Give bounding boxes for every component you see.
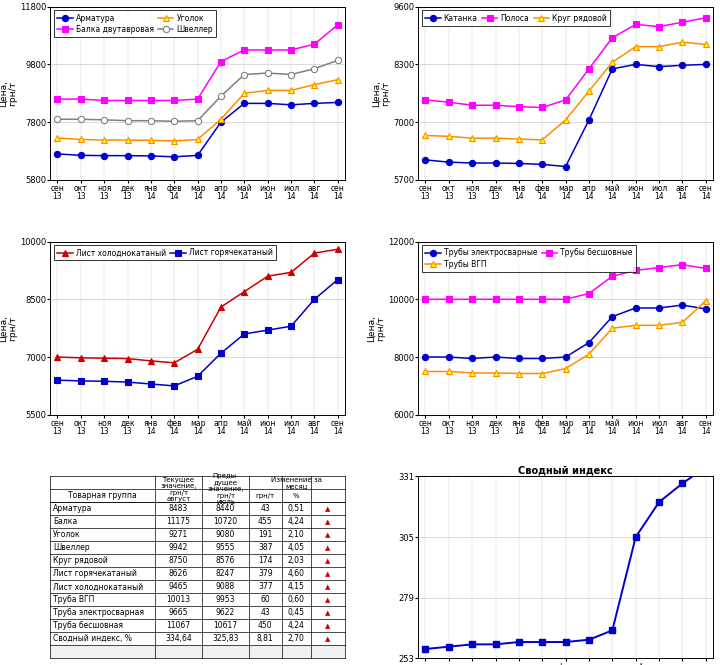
Text: 450: 450 bbox=[258, 621, 273, 630]
Text: 10617: 10617 bbox=[214, 621, 238, 630]
Text: ▲: ▲ bbox=[325, 623, 330, 629]
Text: ▲: ▲ bbox=[325, 532, 330, 538]
Text: Преды-
дущее
значение,
грн/т
июль: Преды- дущее значение, грн/т июль bbox=[207, 473, 244, 505]
Text: 8,81: 8,81 bbox=[257, 634, 274, 643]
Text: Труба бесшовная: Труба бесшовная bbox=[53, 621, 123, 630]
Y-axis label: Цена,
грн/т: Цена, грн/т bbox=[366, 315, 385, 342]
Text: ▲: ▲ bbox=[325, 610, 330, 616]
Text: 9665: 9665 bbox=[168, 608, 188, 617]
Text: 8483: 8483 bbox=[168, 505, 188, 513]
Text: 11067: 11067 bbox=[166, 621, 191, 630]
Text: 334,64: 334,64 bbox=[165, 634, 192, 643]
Text: 8576: 8576 bbox=[216, 557, 235, 565]
Text: 387: 387 bbox=[258, 543, 273, 553]
Text: Текущее
значение,
грн/т
август: Текущее значение, грн/т август bbox=[161, 477, 197, 502]
Text: %: % bbox=[293, 493, 300, 499]
Text: 2,10: 2,10 bbox=[288, 531, 305, 539]
Text: 43: 43 bbox=[261, 505, 270, 513]
Legend: Трубы электросварные, Трубы ВГП, Трубы бесшовные: Трубы электросварные, Трубы ВГП, Трубы б… bbox=[422, 245, 636, 272]
Text: 8750: 8750 bbox=[168, 557, 188, 565]
Y-axis label: Цена,
грн/т: Цена, грн/т bbox=[0, 315, 17, 342]
Text: 8626: 8626 bbox=[168, 569, 188, 579]
Text: 11175: 11175 bbox=[166, 517, 191, 527]
Text: Швеллер: Швеллер bbox=[53, 543, 90, 553]
Text: 4,60: 4,60 bbox=[288, 569, 305, 579]
Y-axis label: Цена,
грн/т: Цена, грн/т bbox=[372, 80, 390, 106]
Title: Сводный индекс: Сводный индекс bbox=[518, 465, 613, 475]
Text: 9622: 9622 bbox=[216, 608, 235, 617]
Text: Сводный индекс, %: Сводный индекс, % bbox=[53, 634, 132, 643]
Text: 9088: 9088 bbox=[216, 583, 235, 591]
Text: Уголок: Уголок bbox=[53, 531, 81, 539]
Text: Арматура: Арматура bbox=[53, 505, 93, 513]
Text: ▲: ▲ bbox=[325, 571, 330, 577]
Text: 4,24: 4,24 bbox=[288, 517, 305, 527]
Text: 4,24: 4,24 bbox=[288, 621, 305, 630]
Text: ▲: ▲ bbox=[325, 506, 330, 512]
Text: 9080: 9080 bbox=[216, 531, 235, 539]
Text: Круг рядовой: Круг рядовой bbox=[53, 557, 108, 565]
Text: Труба электросварная: Труба электросварная bbox=[53, 608, 144, 617]
Legend: Лист холоднокатаный, Лист горячекатаный: Лист холоднокатаный, Лист горячекатаный bbox=[54, 245, 276, 261]
Text: 0,51: 0,51 bbox=[288, 505, 305, 513]
Text: ▲: ▲ bbox=[325, 597, 330, 603]
Text: Лист горячекатаный: Лист горячекатаный bbox=[53, 569, 138, 579]
Text: 191: 191 bbox=[258, 531, 272, 539]
Text: 10720: 10720 bbox=[214, 517, 238, 527]
Y-axis label: Цена,
грн/т: Цена, грн/т bbox=[0, 80, 17, 106]
Text: 9271: 9271 bbox=[168, 531, 188, 539]
Text: Труба ВГП: Труба ВГП bbox=[53, 595, 95, 604]
Text: Балка: Балка bbox=[53, 517, 78, 527]
Text: Изменение за
месяц: Изменение за месяц bbox=[271, 477, 323, 489]
Text: 10013: 10013 bbox=[166, 595, 191, 604]
Text: 174: 174 bbox=[258, 557, 273, 565]
Text: ▲: ▲ bbox=[325, 636, 330, 642]
Text: 455: 455 bbox=[258, 517, 273, 527]
Text: 4,05: 4,05 bbox=[288, 543, 305, 553]
Text: ▲: ▲ bbox=[325, 519, 330, 525]
Text: ▲: ▲ bbox=[325, 558, 330, 564]
Text: 0,45: 0,45 bbox=[288, 608, 305, 617]
Text: ▲: ▲ bbox=[325, 584, 330, 590]
Text: 377: 377 bbox=[258, 583, 273, 591]
Text: Товарная группа: Товарная группа bbox=[68, 491, 137, 501]
Text: 8247: 8247 bbox=[216, 569, 235, 579]
Text: грн/т: грн/т bbox=[256, 493, 275, 499]
Text: 2,70: 2,70 bbox=[288, 634, 305, 643]
Text: 325,83: 325,83 bbox=[212, 634, 239, 643]
Text: 9953: 9953 bbox=[216, 595, 235, 604]
Text: Лист холоднокатаный: Лист холоднокатаный bbox=[53, 583, 143, 591]
Text: ▲: ▲ bbox=[325, 545, 330, 551]
Legend: Катанка, Полоса, Круг рядовой: Катанка, Полоса, Круг рядовой bbox=[422, 11, 610, 25]
Text: 9555: 9555 bbox=[216, 543, 235, 553]
Text: 9942: 9942 bbox=[168, 543, 188, 553]
Text: 379: 379 bbox=[258, 569, 273, 579]
Text: 60: 60 bbox=[261, 595, 270, 604]
Text: 2,03: 2,03 bbox=[288, 557, 305, 565]
Bar bbox=[50, 645, 345, 658]
Text: 9465: 9465 bbox=[168, 583, 188, 591]
Legend: Арматура, Балка двутавровая, Уголок, Швеллер: Арматура, Балка двутавровая, Уголок, Шве… bbox=[54, 11, 216, 37]
Text: 0,60: 0,60 bbox=[288, 595, 305, 604]
Text: 4,15: 4,15 bbox=[288, 583, 305, 591]
Text: 43: 43 bbox=[261, 608, 270, 617]
Text: 8440: 8440 bbox=[216, 505, 235, 513]
